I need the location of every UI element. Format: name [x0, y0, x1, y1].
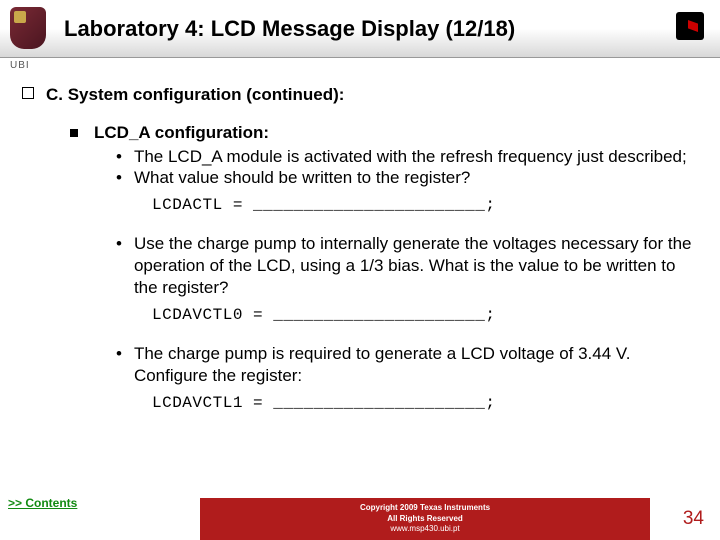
square-bullet-icon: [22, 87, 34, 99]
bullet-text: What value should be written to the regi…: [134, 167, 470, 189]
dot-bullet-icon: •: [116, 233, 122, 298]
slide-body: C. System configuration (continued): LCD…: [0, 58, 720, 413]
contents-link[interactable]: >> Contents: [8, 496, 77, 510]
copyright-text: Copyright 2009 Texas Instruments: [200, 503, 650, 513]
subsection-title: LCD_A configuration:: [94, 122, 269, 144]
bullet-text: Use the charge pump to internally genera…: [134, 233, 698, 298]
dot-bullet-icon: •: [116, 167, 122, 189]
bullet-item: • The charge pump is required to generat…: [116, 343, 698, 387]
slide-title: Laboratory 4: LCD Message Display (12/18…: [64, 16, 515, 42]
footer-bar: Copyright 2009 Texas Instruments All Rig…: [200, 498, 650, 540]
bullet-text: The charge pump is required to generate …: [134, 343, 698, 387]
bullet-text: The LCD_A module is activated with the r…: [134, 146, 687, 168]
ti-logo-icon: [676, 12, 710, 46]
bullet-item: • Use the charge pump to internally gene…: [116, 233, 698, 298]
code-line: LCDACTL = _______________________;: [152, 195, 698, 215]
dot-bullet-icon: •: [116, 343, 122, 387]
code-line: LCDAVCTL1 = _____________________;: [152, 393, 698, 413]
slide-footer: >> Contents Copyright 2009 Texas Instrum…: [0, 492, 720, 540]
ubi-shield-logo: [6, 7, 50, 51]
rights-text: All Rights Reserved: [200, 514, 650, 524]
dot-bullet-icon: •: [116, 146, 122, 168]
subsection: LCD_A configuration:: [70, 122, 698, 144]
code-line: LCDAVCTL0 = _____________________;: [152, 305, 698, 325]
bullet-item: • The LCD_A module is activated with the…: [116, 146, 698, 168]
section-heading: C. System configuration (continued):: [22, 84, 698, 106]
site-text: www.msp430.ubi.pt: [200, 524, 650, 534]
page-number: 34: [683, 508, 704, 530]
section-heading-text: C. System configuration (continued):: [46, 84, 344, 106]
filled-square-bullet-icon: [70, 129, 78, 137]
ubi-label: UBI: [10, 60, 30, 71]
slide-header: Laboratory 4: LCD Message Display (12/18…: [0, 0, 720, 58]
bullet-item: • What value should be written to the re…: [116, 167, 698, 189]
